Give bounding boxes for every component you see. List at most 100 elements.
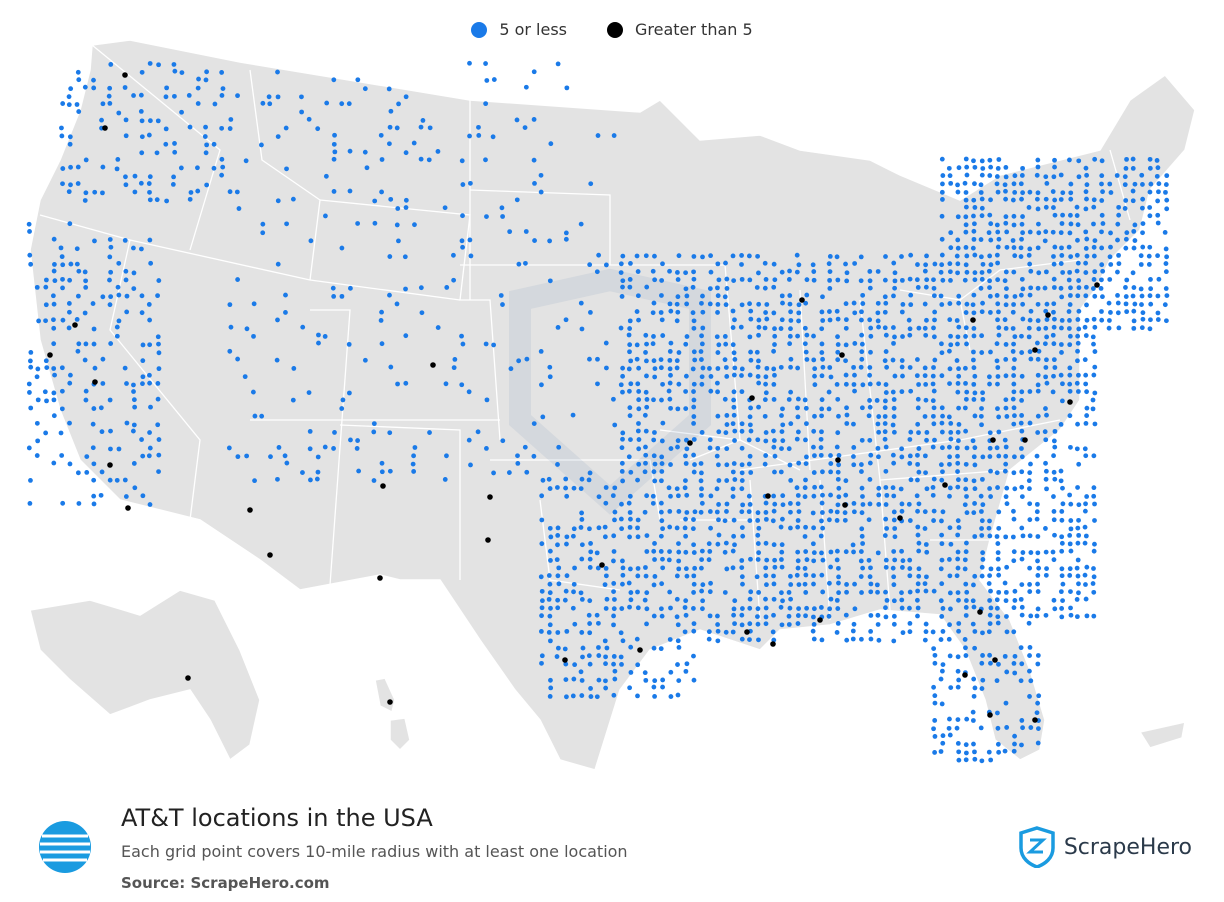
location-dot-low: [978, 493, 984, 499]
location-dot-low: [539, 517, 545, 523]
location-dot-low: [427, 125, 433, 131]
location-dot-low: [691, 269, 696, 275]
location-dot-low: [1011, 661, 1017, 666]
location-dot-low: [955, 245, 961, 251]
location-dot-low: [1138, 262, 1144, 267]
location-dot-low: [1058, 422, 1064, 427]
location-dot-low: [963, 222, 969, 228]
location-dot-low: [412, 222, 417, 228]
location-dot-low: [620, 478, 626, 484]
location-dot-low: [811, 428, 817, 434]
location-dot-low: [1164, 197, 1170, 203]
location-dot-low: [771, 444, 777, 450]
location-dot-low: [1026, 325, 1032, 331]
location-dot-low: [954, 573, 960, 579]
location-dot-low: [996, 509, 1002, 515]
location-dot-low: [1083, 421, 1089, 426]
location-dot-low: [868, 589, 874, 595]
location-dot-low: [1019, 612, 1025, 618]
location-dot-low: [1059, 350, 1064, 355]
location-dot-low: [538, 574, 544, 580]
location-dot-low: [259, 413, 265, 419]
location-dot-low: [1051, 517, 1057, 523]
location-dot-low: [570, 412, 576, 418]
location-dot-low: [794, 485, 800, 491]
location-dot-low: [1027, 653, 1032, 658]
location-dot-low: [627, 388, 632, 394]
location-dot-high: [1032, 347, 1038, 353]
location-dot-low: [827, 269, 833, 274]
location-dot-low: [860, 502, 866, 507]
location-dot-low: [75, 164, 81, 170]
location-dot-low: [788, 573, 793, 579]
location-dot-low: [668, 372, 673, 378]
location-dot-high: [122, 72, 128, 78]
location-dot-low: [100, 294, 106, 300]
location-dot-low: [962, 277, 968, 283]
location-dot-low: [819, 550, 824, 556]
location-dot-low: [826, 613, 832, 619]
location-dot-low: [620, 278, 626, 284]
location-dot-low: [1076, 174, 1082, 180]
location-dot-low: [995, 485, 1000, 490]
location-dot-low: [1091, 574, 1097, 580]
location-dot-low: [555, 645, 561, 651]
location-dot-low: [756, 332, 761, 338]
location-dot-low: [746, 253, 752, 259]
location-dot-low: [34, 420, 40, 426]
location-dot-low: [658, 533, 664, 539]
location-dot-low: [699, 486, 704, 492]
location-dot-low: [594, 269, 600, 275]
location-dot-low: [755, 557, 761, 562]
location-dot-low: [804, 292, 810, 298]
location-dot-low: [668, 308, 674, 314]
location-dot-low: [723, 365, 729, 370]
location-dot-low: [1148, 286, 1154, 292]
location-dot-low: [971, 365, 977, 371]
location-dot-low: [1116, 261, 1122, 267]
location-dot-low: [755, 364, 761, 370]
location-dot-high: [687, 440, 693, 446]
location-dot-low: [867, 574, 873, 580]
location-dot-low: [355, 221, 361, 226]
location-dot-low: [1108, 190, 1114, 195]
location-dot-low: [508, 366, 514, 372]
location-dot-low: [410, 461, 416, 467]
location-dot-low: [1011, 389, 1017, 395]
location-dot-low: [362, 86, 368, 92]
location-dot-low: [947, 381, 952, 387]
location-dot-low: [954, 318, 960, 323]
location-dot-low: [611, 589, 616, 595]
location-dot-low: [348, 437, 353, 443]
location-dot-low: [1018, 254, 1024, 259]
location-dot-low: [1115, 269, 1120, 275]
location-dot-low: [986, 629, 992, 635]
location-dot-low: [603, 485, 609, 490]
location-dot-low: [987, 445, 993, 451]
location-dot-low: [979, 564, 985, 570]
location-dot-low: [820, 294, 825, 300]
location-dot-low: [922, 453, 928, 459]
location-dot-low: [699, 300, 704, 306]
location-dot-low: [835, 334, 840, 340]
location-dot-low: [794, 269, 800, 275]
location-dot-low: [1084, 564, 1090, 570]
location-dot-low: [523, 84, 529, 90]
location-dot-low: [756, 590, 762, 595]
location-dot-low: [819, 406, 825, 412]
location-dot-low: [1123, 294, 1129, 299]
location-dot-low: [1139, 293, 1145, 299]
location-dot-low: [715, 413, 721, 419]
location-dot-low: [1010, 309, 1016, 315]
location-dot-low: [946, 725, 952, 731]
location-dot-low: [827, 285, 833, 291]
location-dot-low: [691, 318, 697, 324]
location-dot-low: [859, 309, 864, 315]
location-dot-low: [818, 484, 824, 490]
location-dot-low: [964, 540, 969, 546]
alaska-shape: [29, 589, 261, 762]
location-dot-low: [579, 517, 585, 522]
location-dot-low: [964, 164, 970, 170]
location-dot-low: [1131, 308, 1137, 314]
location-dot-low: [644, 493, 650, 499]
